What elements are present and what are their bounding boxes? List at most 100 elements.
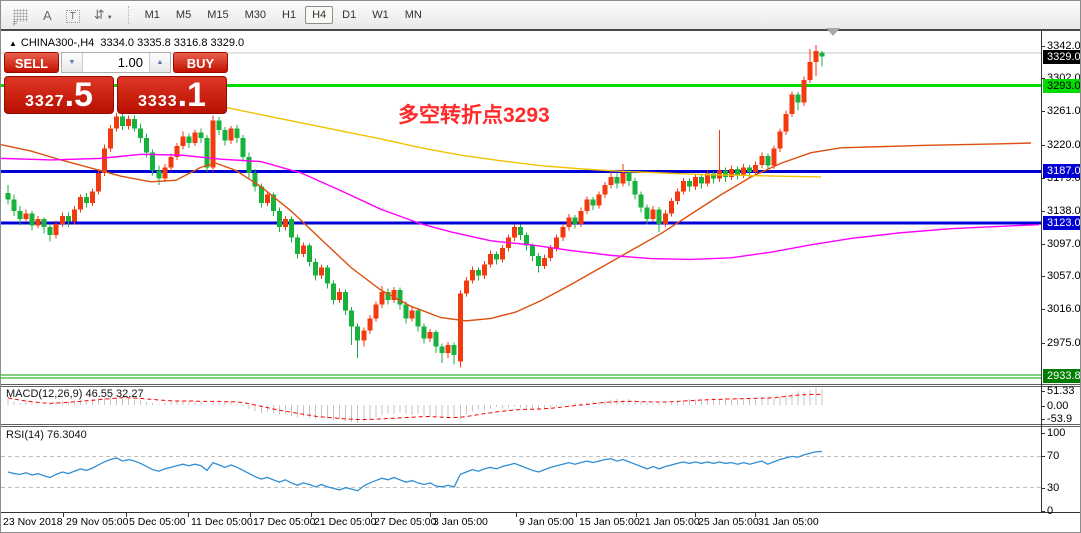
buy-price-pip: .1 <box>177 76 206 114</box>
price-badge: 3329.0 <box>1043 50 1080 64</box>
axis-tick <box>1041 406 1045 407</box>
axis-value-label: 0.00 <box>1047 400 1069 412</box>
axis-tick <box>1041 391 1045 392</box>
time-axis-label: 11 Dec 05:00 <box>191 516 253 528</box>
timeframe-W1[interactable]: W1 <box>372 9 389 21</box>
text-a-icon[interactable]: A <box>43 7 52 23</box>
axis-value-label: 100 <box>1047 427 1066 439</box>
arrange-arrows-icon[interactable]: ⇵ ▼ <box>94 7 113 23</box>
timeframe-MN[interactable]: MN <box>404 9 422 21</box>
buy-price-box[interactable]: 3333.1 <box>117 76 227 114</box>
time-tick <box>636 512 637 517</box>
scroll-end-marker-icon[interactable] <box>826 28 840 36</box>
pane-separator[interactable] <box>1 384 1080 387</box>
axis-tick <box>1041 456 1045 457</box>
timeframe-M5[interactable]: M5 <box>175 9 192 21</box>
timeframe-M30[interactable]: M30 <box>244 9 267 21</box>
buy-price-main: 3333 <box>138 93 178 110</box>
ma-fast-orange <box>1 142 1032 322</box>
pane-separator[interactable] <box>1 424 1080 427</box>
time-axis-label: 31 Jan 05:00 <box>758 516 819 528</box>
time-axis-label: 25 Jan 05:00 <box>698 516 759 528</box>
ohlc-values: 3334.0 3335.8 3316.8 3329.0 <box>100 37 245 49</box>
price-badge: 3123.0 <box>1043 216 1080 230</box>
timeframe-M15[interactable]: M15 <box>207 9 229 21</box>
time-tick <box>576 512 577 517</box>
axis-value-label: 2975.0 <box>1047 337 1081 349</box>
time-axis-border <box>1 512 1080 513</box>
timeframe-D1[interactable]: D1 <box>342 9 357 21</box>
time-axis-label: 21 Dec 05:00 <box>314 516 377 528</box>
axis-tick <box>1041 46 1045 47</box>
volume-increase-icon[interactable]: ▲ <box>149 53 170 72</box>
one-click-trade-panel: SELL ▼ 1.00 ▲ BUY 3327.5 3333.1 <box>4 52 228 114</box>
buy-button[interactable]: BUY <box>173 52 228 73</box>
time-tick <box>63 512 64 517</box>
time-axis-label: 29 Nov 05:00 <box>66 516 129 528</box>
time-tick <box>188 512 189 517</box>
sell-price-box[interactable]: 3327.5 <box>4 76 114 114</box>
time-tick <box>516 512 517 517</box>
time-tick <box>695 512 696 517</box>
time-axis-label: 27 Dec 05:00 <box>374 516 437 528</box>
time-tick <box>250 512 251 517</box>
timeframe-H4[interactable]: H4 <box>305 6 334 24</box>
axis-tick <box>1041 276 1045 277</box>
volume-input[interactable]: 1.00 <box>117 55 143 70</box>
axis-value-label: 3220.0 <box>1047 139 1081 151</box>
text-label-icon[interactable]: T <box>65 8 80 23</box>
time-tick <box>311 512 312 517</box>
candles-group <box>5 45 825 368</box>
axis-value-label: 3342.0 <box>1047 40 1081 52</box>
sell-price-pip: .5 <box>64 76 93 114</box>
rsi-line <box>7 450 823 492</box>
collapse-triangle-icon[interactable]: ▲ <box>9 39 17 48</box>
axis-value-label: 30 <box>1047 482 1060 494</box>
timeframe-H1[interactable]: H1 <box>282 9 297 21</box>
chart-grid-f-icon[interactable]: F <box>13 8 28 28</box>
volume-decrease-icon[interactable]: ▼ <box>62 53 83 72</box>
axis-value-label: 3138.0 <box>1047 205 1081 217</box>
time-axis-label: 15 Jan 05:00 <box>579 516 640 528</box>
ma-mid-magenta <box>1 153 1040 261</box>
price-badge: 3293.0 <box>1043 79 1080 93</box>
axis-tick <box>1041 178 1045 179</box>
axis-value-label: 70 <box>1047 450 1060 462</box>
time-axis-label: 21 Jan 05:00 <box>639 516 700 528</box>
time-axis-label: 17 Dec 05:00 <box>253 516 316 528</box>
axis-value-label: 3016.0 <box>1047 303 1081 315</box>
macd-signal-line <box>7 393 823 421</box>
axis-value-label: 3057.0 <box>1047 270 1081 282</box>
axis-value-label: 3097.0 <box>1047 238 1081 250</box>
axis-value-label: 0 <box>1047 505 1054 517</box>
timeframe-button-group: M1 M5 M15 M30 H1 H4 D1 W1 MN <box>137 6 430 24</box>
axis-tick <box>1041 488 1045 489</box>
axis-tick <box>1041 343 1045 344</box>
axis-tick <box>1041 244 1045 245</box>
arrows-glyph: ⇵ <box>93 7 105 22</box>
axis-tick <box>1041 78 1045 79</box>
macd-label: MACD(12,26,9) 46.55 32.27 <box>6 388 144 400</box>
time-axis-label: 5 Dec 05:00 <box>129 516 186 528</box>
axis-tick <box>1041 211 1045 212</box>
time-axis-label: 9 Jan 05:00 <box>519 516 574 528</box>
axis-tick <box>1041 419 1045 420</box>
timeframe-M1[interactable]: M1 <box>144 9 160 21</box>
axis-tick <box>1041 433 1045 434</box>
chevron-down-icon[interactable]: ▼ <box>106 15 113 21</box>
axis-value-label: -53.9 <box>1047 413 1073 425</box>
axis-value-label: 51.33 <box>1047 385 1075 397</box>
macd-pane <box>7 388 823 423</box>
volume-stepper[interactable]: ▼ 1.00 ▲ <box>61 52 171 73</box>
sell-button[interactable]: SELL <box>4 52 59 73</box>
chart-title: ▲ CHINA300-,H4 3334.0 3335.8 3316.8 3329.… <box>9 37 244 49</box>
chart-annotation: 多空转折点3293 <box>398 104 550 127</box>
axis-value-label: 3261.0 <box>1047 105 1081 117</box>
time-tick <box>126 512 127 517</box>
toolbar-separator <box>127 6 129 24</box>
toolbar: F A T ⇵ ▼ M1 M5 M15 M30 H1 H4 D1 W1 MN <box>1 1 1080 29</box>
time-tick <box>371 512 372 517</box>
symbol-label: CHINA300-,H4 <box>20 37 95 49</box>
time-tick <box>755 512 756 517</box>
price-badge: 2933.8 <box>1043 369 1080 383</box>
